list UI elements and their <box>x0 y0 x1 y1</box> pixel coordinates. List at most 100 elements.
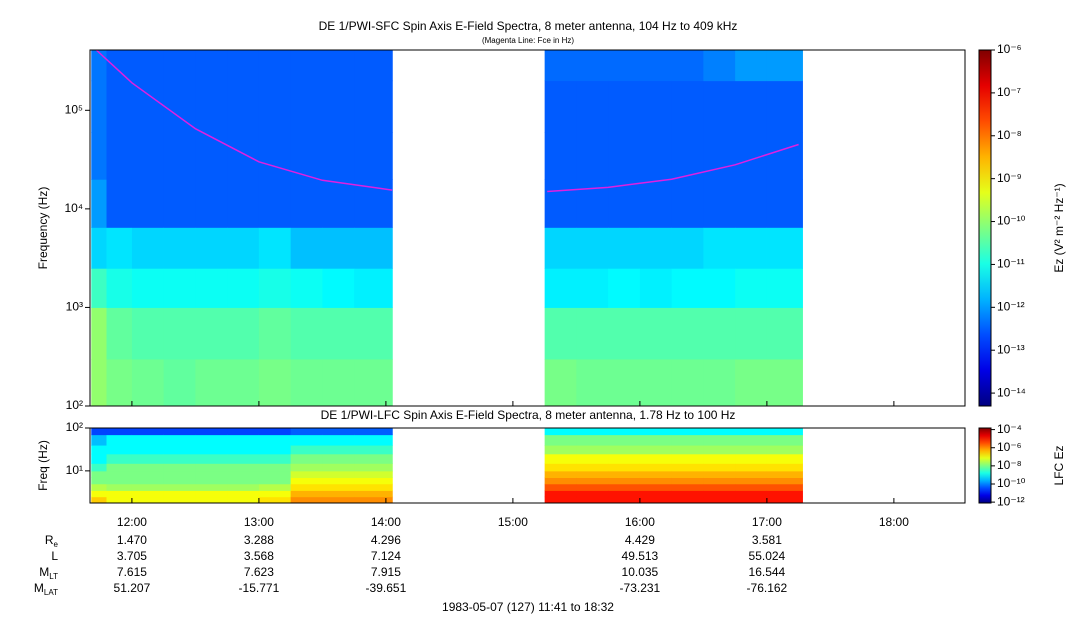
spectrogram-cell <box>227 50 260 82</box>
spectrogram-cell <box>354 445 393 455</box>
spectrogram-cell <box>735 268 768 308</box>
spectrogram-cell <box>106 307 133 360</box>
spectrogram-cell <box>195 132 228 180</box>
spectrogram-cell <box>766 358 803 407</box>
spectrogram-cell <box>576 470 609 479</box>
spectrogram-cell <box>322 463 355 472</box>
chart-title: DE 1/PWI-SFC Spin Axis E-Field Spectra, … <box>319 19 738 33</box>
spectrogram-cell <box>576 463 609 472</box>
spectrogram-cell <box>735 307 768 360</box>
spectrogram-cell <box>106 477 133 485</box>
colorbar <box>978 427 992 504</box>
spectrogram-cell <box>322 132 355 180</box>
spectrogram-cell <box>703 227 736 269</box>
spectrogram-cell <box>766 463 803 472</box>
spectrogram-cell <box>576 453 609 464</box>
ephemeris-value: 7.915 <box>371 565 401 579</box>
spectrogram-cell <box>608 227 641 269</box>
spectrogram-cell <box>608 490 641 498</box>
spectrogram-cell <box>227 307 260 360</box>
spectrogram-cell <box>703 132 736 180</box>
spectrogram-cell <box>131 453 165 464</box>
spectrogram-cell <box>576 132 609 180</box>
spectrogram-cell <box>258 490 292 498</box>
spectrogram-cell <box>354 80 393 133</box>
spectrogram-cell <box>354 496 393 504</box>
spectrogram-cell <box>163 490 196 498</box>
spectrogram-cell <box>735 470 768 479</box>
spectrogram-cell <box>639 434 673 446</box>
colorbar-tick-label: 10⁻¹³ <box>997 342 1025 356</box>
spectrogram-cell <box>766 445 803 455</box>
spectrogram-cell <box>195 477 228 485</box>
colorbar-tick-label: 10⁻⁷ <box>997 85 1021 99</box>
spectrogram-cell <box>290 132 323 180</box>
spectrogram-cell <box>322 445 355 455</box>
spectrogram-cell <box>322 50 355 82</box>
spectrogram-cell <box>163 463 196 472</box>
y-tick-label: 10¹ <box>66 463 83 477</box>
spectrogram-cell <box>195 50 228 82</box>
colorbar-tick-label: 10⁻⁸ <box>997 458 1022 472</box>
spectrogram-cell <box>735 358 768 407</box>
spectrogram-cell <box>195 227 228 269</box>
spectrogram-cell <box>195 470 228 479</box>
spectrogram-cell <box>106 132 133 180</box>
spectrogram-cell <box>766 483 803 491</box>
spectrogram-cell <box>258 453 292 464</box>
spectrogram-cell <box>195 496 228 504</box>
spectrogram-cell <box>766 490 803 498</box>
spectrogram-cell <box>163 227 196 269</box>
spectrogram-cell <box>290 470 323 479</box>
ephemeris-value: 3.705 <box>117 549 147 563</box>
ephemeris-value: 1.470 <box>117 533 147 547</box>
spectrogram-cell <box>671 50 704 82</box>
ephemeris-label-main: M <box>34 581 44 595</box>
spectrogram-cell <box>544 227 577 269</box>
spectrogram-cell <box>608 80 641 133</box>
spectrogram-cell <box>227 453 260 464</box>
spectrogram-cell <box>703 307 736 360</box>
spectrogram-cell <box>290 453 323 464</box>
spectrogram-cell <box>354 463 393 472</box>
spectrogram-cell <box>91 477 108 485</box>
spectrogram-cell <box>322 434 355 446</box>
spectrogram-cell <box>258 50 292 82</box>
spectrogram-cell <box>639 227 673 269</box>
colorbar-tick-label: 10⁻⁶ <box>997 440 1022 454</box>
spectrogram-cell <box>258 179 292 228</box>
spectrogram-cell <box>671 496 704 504</box>
spectrogram-cell <box>608 50 641 82</box>
spectrogram-cell <box>91 490 108 498</box>
spectrogram-cell <box>735 179 768 228</box>
spectrogram-cell <box>258 80 292 133</box>
spectrogram-cell <box>106 179 133 228</box>
spectrogram-cell <box>703 477 736 485</box>
chart-title: DE 1/PWI-LFC Spin Axis E-Field Spectra, … <box>321 408 736 422</box>
spectrogram-cell <box>195 80 228 133</box>
spectrogram-cell <box>766 268 803 308</box>
spectrogram-cell <box>290 358 323 407</box>
spectrogram-cell <box>106 490 133 498</box>
spectrogram-cell <box>322 268 355 308</box>
spectrogram-cell <box>735 80 768 133</box>
spectrogram-cell <box>227 463 260 472</box>
spectrogram-cell <box>608 477 641 485</box>
spectrogram-cell <box>227 268 260 308</box>
spectrogram-cell <box>639 268 673 308</box>
colorbar-label: Ez (V² m⁻² Hz⁻¹) <box>1052 183 1066 272</box>
spectrogram-cell <box>195 445 228 455</box>
spectrogram-cell <box>131 268 165 308</box>
spectrogram-cell <box>703 453 736 464</box>
spectrogram-cell <box>163 445 196 455</box>
spectrogram-cell <box>106 483 133 491</box>
colorbar-tick-label: 10⁻⁸ <box>997 128 1022 142</box>
ephemeris-label-sub: LT <box>49 572 58 581</box>
spectrogram-cell <box>322 179 355 228</box>
spectrogram-cell <box>322 227 355 269</box>
spectrogram-cell <box>703 483 736 491</box>
ephemeris-label: Re <box>45 533 59 549</box>
spectrogram-cell <box>639 490 673 498</box>
spectrogram-cell <box>608 445 641 455</box>
ephemeris-label-main: M <box>39 565 49 579</box>
